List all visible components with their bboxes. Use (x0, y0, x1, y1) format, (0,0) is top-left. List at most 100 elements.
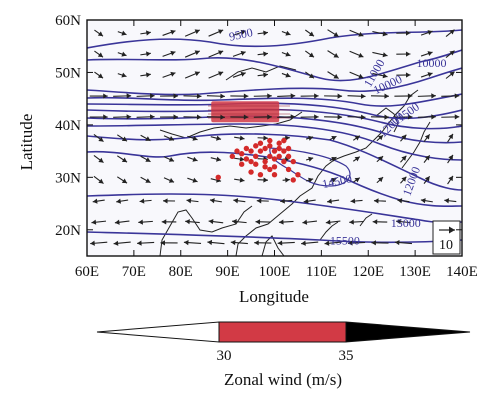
station-dot (276, 140, 282, 146)
wind-vector-arrow (160, 240, 178, 246)
wind-vector-arrow (372, 51, 388, 58)
station-dot (253, 161, 259, 167)
wind-vector-arrow (417, 93, 436, 99)
wind-vector-arrow (445, 71, 455, 79)
wind-vector-arrow (187, 177, 198, 183)
wind-vector-arrow (423, 154, 431, 163)
wind-vector-arrow (162, 29, 176, 36)
station-dot (243, 156, 250, 162)
wind-vector-arrow (163, 156, 175, 162)
station-dot (281, 158, 287, 165)
wind-vector-arrow (91, 219, 107, 225)
wind-vector-arrow (304, 29, 315, 37)
wind-vector-arrow (350, 198, 363, 204)
wind-vector-arrow (163, 198, 176, 204)
wind-vector-arrow (255, 219, 271, 225)
wind-vector-arrow (423, 175, 431, 184)
contour-label: 14500 (321, 171, 353, 191)
wind-vector-arrow (324, 240, 342, 246)
wind-vector-arrow (329, 177, 337, 183)
y-axis-title: Latitude (17, 114, 36, 171)
station-dot (267, 137, 273, 144)
wind-vector-arrow (396, 30, 411, 36)
contour-label: 9500 (228, 25, 254, 44)
x-axis-title: Longitude (239, 287, 309, 306)
wind-vector-arrow (138, 219, 153, 225)
wind-vector-arrow (302, 219, 317, 225)
wind-vector-arrow (257, 51, 269, 57)
station-dot (281, 148, 287, 154)
wind-vector-arrow (352, 135, 361, 141)
wind-vector-arrow (113, 93, 132, 99)
station-dot (253, 143, 259, 149)
station-dot (276, 145, 282, 152)
wind-vector-arrow (394, 239, 413, 246)
wind-vector-arrow (187, 135, 198, 141)
wind-vector-arrow (94, 29, 104, 37)
wind-vector-arrow (116, 134, 128, 142)
wind-vectors (89, 29, 460, 246)
x-tick-label: 60E (75, 264, 99, 280)
wind-vector-arrow (400, 134, 407, 142)
wind-vector-arrow (277, 240, 295, 246)
wind-vector-arrow (92, 198, 105, 204)
wind-vector-arrow (184, 29, 201, 37)
station-dot (271, 148, 278, 154)
wind-vector-arrow (445, 29, 455, 37)
wind-vector-arrow (117, 51, 127, 57)
wind-vector-arrow (376, 155, 384, 163)
wind-vector-arrow (210, 135, 222, 141)
wind-vector-arrow (140, 51, 151, 57)
wind-vector-arrow (280, 198, 293, 204)
wind-vector-arrow (370, 114, 389, 120)
wind-vector-arrow (94, 50, 104, 58)
colorbar-mid-segment (218, 321, 347, 343)
station-dot (295, 172, 301, 178)
station-dot (253, 153, 259, 160)
station-dot (238, 161, 245, 167)
wind-vector-arrow (136, 114, 155, 120)
x-tick-label: 100E (259, 264, 291, 280)
wind-vector-arrow (278, 219, 294, 225)
station-dot (285, 166, 292, 173)
wind-vector-arrow (301, 240, 319, 246)
wind-vector-arrow (420, 30, 433, 36)
wind-vector-arrow (373, 198, 386, 204)
wind-vector-arrow (183, 93, 202, 99)
x-tick-label: 80E (169, 264, 193, 280)
station-dot (243, 145, 250, 152)
wind-vector-arrow (372, 219, 388, 225)
reference-vector-label: 10 (439, 238, 453, 253)
wind-vector-arrow (161, 219, 177, 225)
coastlines (159, 65, 431, 256)
wind-vector-arrow (234, 177, 245, 183)
wind-vector-arrow (349, 29, 364, 37)
wind-vector-arrow (140, 134, 151, 142)
wind-vector-arrow (325, 219, 341, 225)
station-dot (285, 145, 292, 152)
wind-vector-arrow (89, 93, 108, 99)
wind-vector-arrow (113, 240, 131, 246)
wind-vector-arrow (163, 135, 175, 141)
wind-vector-arrow (324, 114, 343, 120)
wind-vector-arrow (113, 114, 132, 120)
wind-vector-arrow (420, 72, 433, 78)
colorbar-threshold-low: 30 (217, 348, 232, 364)
station-dot (290, 158, 296, 165)
wind-vector-arrow (347, 114, 366, 120)
wind-vector-arrow (162, 71, 176, 78)
wind-vector-arrow (447, 133, 454, 143)
wind-vector-arrow (441, 114, 460, 120)
wind-vector-arrow (327, 50, 339, 59)
wind-vector-arrow (206, 114, 225, 120)
wind-vector-arrow (277, 93, 296, 99)
wind-vector-arrow (187, 156, 198, 162)
wind-vector-arrow (441, 93, 460, 99)
wind-streak-hatch (208, 105, 290, 119)
y-tick-label: 60N (55, 13, 81, 29)
wind-vector-arrow (256, 198, 269, 204)
wind-vector-arrow (208, 50, 224, 58)
wind-vector-arrow (136, 93, 155, 99)
station-dot (281, 137, 287, 144)
